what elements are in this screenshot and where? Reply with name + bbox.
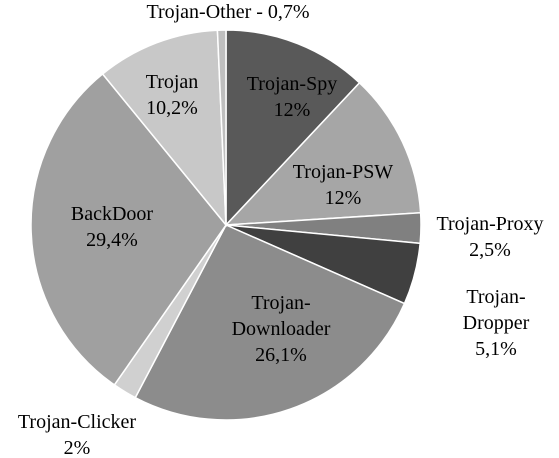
slice-label-line: 10,2% (146, 97, 198, 119)
slice-label-line: 12% (325, 187, 362, 209)
slice-label-trojan-proxy: Trojan-Proxy 2,5% (436, 213, 543, 261)
slice-label-trojan-clicker: Trojan-Clicker 2% (18, 411, 136, 458)
slice-label-trojan-other: Trojan-Other - 0,7% (146, 1, 309, 23)
slice-label-line: 26,1% (255, 344, 307, 366)
slice-label-backdoor: BackDoor 29,4% (71, 203, 154, 251)
slice-label-line: Dropper (463, 312, 530, 334)
slice-label-line: Trojan-Spy (247, 73, 337, 95)
slice-label-trojan: Trojan 10,2% (146, 71, 199, 119)
pie-slice-trojan-other (216, 29, 227, 226)
slice-label-trojan-downloader: Trojan- Downloader 26,1% (232, 292, 331, 366)
slice-label-line: Trojan- (466, 286, 525, 308)
slice-label-line: Trojan (146, 71, 199, 93)
slice-label-line: 5,1% (475, 338, 517, 360)
pie-labels: Trojan-Spy 12% Trojan-PSW 12% Trojan-Proxy 2,… (18, 1, 544, 458)
pie-slices (30, 29, 422, 421)
slice-label-line: Trojan-Other - 0,7% (146, 1, 309, 23)
slice-label-trojan-spy: Trojan-Spy 12% (247, 73, 337, 121)
slice-label-line: BackDoor (71, 203, 154, 225)
slice-label-line: Downloader (232, 318, 331, 340)
slice-label-line: 29,4% (86, 229, 138, 251)
slice-label-line: Trojan-Proxy (436, 213, 543, 235)
pie-slice-backdoor (30, 72, 227, 386)
slice-label-line: 12% (274, 99, 311, 121)
slice-label-line: Trojan-Clicker (18, 411, 136, 433)
slice-label-line: 2% (64, 437, 91, 458)
pie-slice-trojan-spy (225, 29, 361, 227)
pie-slice-trojan (101, 29, 227, 228)
slice-label-line: Trojan-PSW (293, 161, 394, 183)
pie-slice-trojan-downloader (134, 224, 406, 421)
slice-label-line: 2,5% (469, 239, 511, 261)
slice-label-line: Trojan- (251, 292, 310, 314)
pie-slice-trojan-psw (224, 81, 422, 226)
slice-label-trojan-dropper: Trojan- Dropper 5,1% (463, 286, 530, 360)
slice-label-trojan-psw: Trojan-PSW 12% (293, 161, 394, 209)
